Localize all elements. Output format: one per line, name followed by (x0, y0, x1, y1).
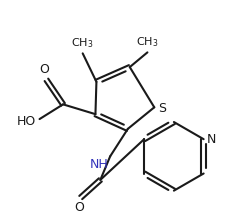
Text: N: N (206, 133, 216, 146)
Text: CH$_3$: CH$_3$ (72, 37, 94, 50)
Text: HO: HO (16, 115, 36, 127)
Text: O: O (39, 63, 49, 76)
Text: CH$_3$: CH$_3$ (136, 36, 159, 49)
Text: O: O (74, 201, 84, 214)
Text: NH: NH (89, 158, 108, 171)
Text: S: S (158, 102, 166, 115)
